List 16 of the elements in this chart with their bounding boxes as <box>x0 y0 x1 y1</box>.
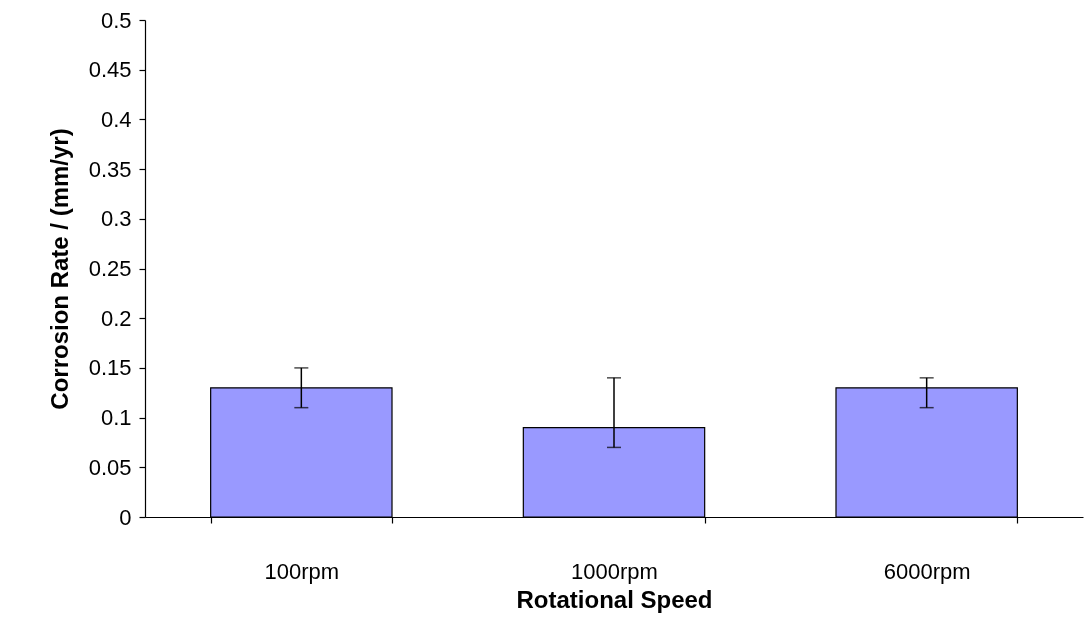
x-tick-label: 1000rpm <box>571 558 658 584</box>
y-tick-label: 0.4 <box>100 106 132 132</box>
y-tick-label: 0.45 <box>88 57 132 83</box>
x-tick-label: 100rpm <box>264 558 340 584</box>
x-axis-title: Rotational Speed <box>516 585 713 613</box>
y-tick-label: 0 <box>119 504 132 530</box>
y-axis-title: Corrosion Rate / (mm/yr) <box>45 128 73 410</box>
y-tick-label: 0.3 <box>100 206 132 232</box>
y-tick-label: 0.05 <box>88 454 132 480</box>
y-tick-label: 0.35 <box>88 156 132 182</box>
y-tick-label: 0.25 <box>88 256 132 281</box>
y-tick-label: 0.2 <box>100 305 132 331</box>
x-tick-label: 6000rpm <box>883 558 971 584</box>
y-tick-label: 0.1 <box>100 405 132 431</box>
y-tick-label: 0.15 <box>88 355 132 381</box>
y-tick-label: 0.5 <box>100 7 132 33</box>
